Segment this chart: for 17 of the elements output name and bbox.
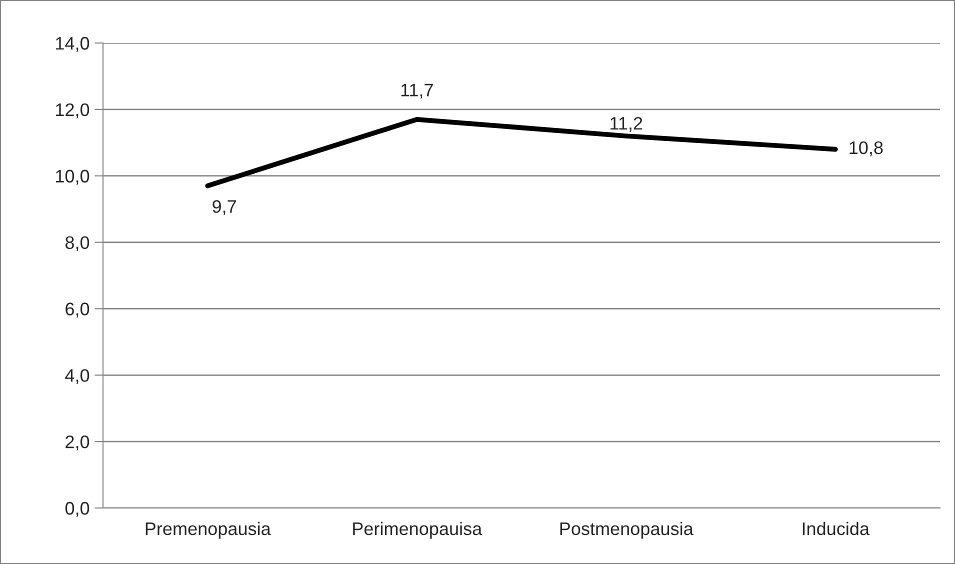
y-tick-label: 10,0 (56, 170, 90, 185)
x-tick-label: Inducida (802, 522, 870, 536)
y-tick-label: 8,0 (65, 236, 90, 252)
y-tick-label: 0,0 (65, 502, 90, 517)
x-tick-label: Perimenopauisa (353, 522, 482, 539)
y-tick-label: 4,0 (65, 369, 90, 384)
y-tick-label: 12,0 (56, 103, 90, 118)
data-label: 11,7 (401, 84, 433, 99)
line-series (205, 116, 838, 188)
x-tick-label: Premenopausia (146, 522, 271, 539)
y-tick-label: 2,0 (66, 436, 90, 450)
data-label: 9,7 (212, 200, 236, 216)
y-tick-label: 14,0 (56, 36, 90, 52)
data-label: 11,2 (610, 116, 642, 132)
y-tick-label: 6,0 (66, 302, 90, 318)
data-label: 10,8 (850, 141, 883, 156)
x-tick-label: Postmenopausia (560, 522, 694, 539)
